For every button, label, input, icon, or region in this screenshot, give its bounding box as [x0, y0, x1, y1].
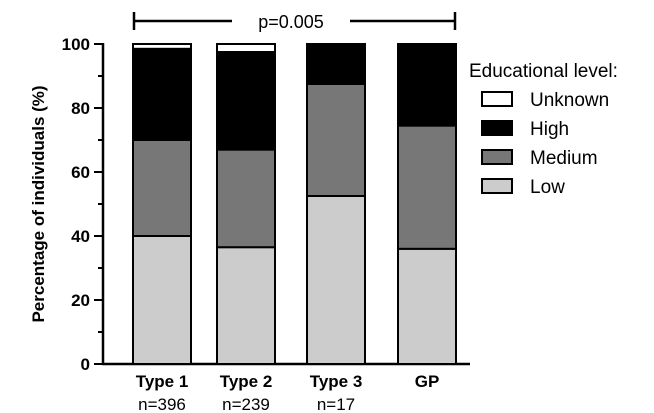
sample-size-label: n=396: [138, 395, 186, 413]
y-axis-label: Percentage of individuals (%): [29, 85, 48, 322]
x-category-label: Type 1: [136, 372, 189, 391]
bar-segment-high: [216, 51, 276, 151]
bar-segment-medium: [216, 148, 276, 249]
y-tick-label: 80: [71, 99, 90, 118]
bar-segment-high: [397, 43, 457, 127]
y-axis-ticks: 0 20 40 60 80 100: [62, 35, 103, 374]
significance-bracket: p=0.005: [132, 12, 457, 32]
bar-segment-low: [397, 247, 457, 365]
legend-swatch-high: [481, 120, 513, 136]
bar-segment-low: [216, 246, 276, 365]
y-tick-label: 40: [71, 227, 90, 246]
y-tick-label: 0: [81, 355, 90, 374]
bar-segment-medium: [132, 139, 192, 237]
legend-label-unknown: Unknown: [530, 90, 609, 111]
legend-swatch-unknown: [481, 91, 513, 107]
bars: [132, 43, 457, 365]
x-category-label: Type 3: [310, 372, 363, 391]
bar-segment-high: [132, 47, 192, 141]
legend-swatch-medium: [481, 149, 513, 165]
bar-segment-medium: [397, 124, 457, 250]
sample-size-label: n=17: [317, 395, 355, 413]
bar-segment-unknown: [216, 43, 276, 53]
legend-label-low: Low: [530, 177, 565, 198]
bar-segment-unknown: [132, 43, 192, 50]
legend: Educational level: Unknown High Medium Low: [469, 61, 618, 198]
legend-title: Educational level:: [469, 61, 618, 82]
p-value-label: p=0.005: [258, 12, 324, 32]
bar-segment-low: [306, 195, 366, 365]
x-axis-labels: Type 1 n=396 Type 2 n=239 Type 3 n=17 GP: [136, 372, 440, 413]
legend-label-medium: Medium: [530, 148, 598, 169]
y-tick-label: 20: [71, 291, 90, 310]
bar-segment-medium: [306, 83, 366, 197]
y-tick-label: 100: [62, 35, 90, 54]
y-tick-label: 60: [71, 163, 90, 182]
x-category-label: GP: [415, 372, 440, 391]
bar-segment-low: [132, 235, 192, 365]
sample-size-label: n=239: [222, 395, 270, 413]
legend-label-high: High: [530, 119, 569, 140]
bar-segment-high: [306, 43, 366, 85]
legend-swatch-low: [481, 178, 513, 194]
x-category-label: Type 2: [220, 372, 273, 391]
